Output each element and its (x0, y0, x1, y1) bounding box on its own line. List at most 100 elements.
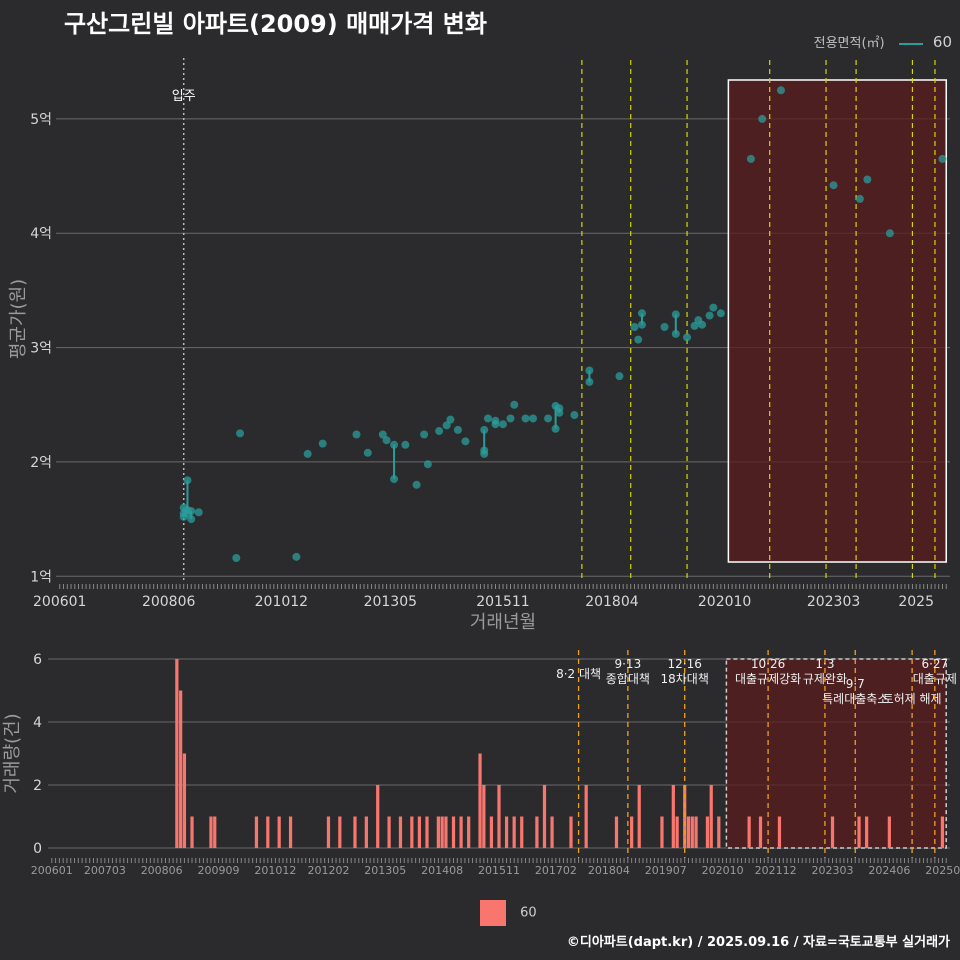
legend-swatch-icon (480, 900, 506, 926)
x-tick-label: 201305 (364, 864, 406, 877)
volume-bar (709, 785, 713, 848)
data-point (420, 430, 429, 439)
y-axis-title: 거래량(건) (2, 713, 23, 793)
y-tick-label: 2 (33, 778, 42, 794)
volume-bar (535, 816, 539, 848)
volume-bar (376, 785, 380, 848)
data-point (303, 449, 312, 458)
y-tick-label: 5억 (30, 112, 52, 128)
x-tick-label: 201305 (364, 594, 417, 610)
data-point (363, 448, 372, 457)
x-tick-label: 201804 (588, 864, 630, 877)
x-tick-label: 202303 (812, 864, 854, 877)
data-point (705, 311, 714, 320)
data-point (401, 440, 410, 449)
volume-bar (758, 816, 763, 848)
data-point (615, 372, 624, 381)
data-point (570, 411, 579, 420)
x-tick-label: 200909 (198, 864, 240, 877)
x-tick-label: 200806 (141, 864, 183, 877)
volume-bar (694, 816, 698, 848)
data-point (671, 329, 680, 338)
policy-label: 특례대출축소 (822, 692, 888, 706)
data-point (529, 414, 538, 423)
volume-bar (478, 753, 482, 848)
data-point (510, 400, 519, 409)
policy-label: 종합대책 (606, 671, 650, 686)
volume-bar (675, 816, 679, 848)
legend-area: 전용면적(㎡) 60 (814, 32, 952, 51)
data-point (555, 404, 564, 413)
volume-bar (467, 816, 471, 848)
policy-label: 18차대책 (661, 671, 709, 686)
x-tick-label: 200601 (33, 594, 86, 610)
data-point (683, 333, 692, 342)
x-tick-label: 202010 (698, 594, 751, 610)
data-point (709, 303, 718, 312)
volume-bar (190, 816, 194, 848)
volume-bar (542, 785, 547, 848)
data-point (499, 420, 507, 429)
volume-bar (614, 816, 619, 848)
x-tick-label: 201511 (478, 864, 520, 877)
y-tick-label: 4억 (30, 226, 52, 242)
data-point (423, 460, 432, 469)
policy-label: 9·7 (846, 677, 865, 691)
volume-bar (326, 816, 331, 848)
data-point (637, 320, 646, 329)
volume-bar (504, 816, 509, 848)
volume-bar (512, 816, 516, 848)
volume-bar (277, 816, 281, 848)
volume-bar (459, 816, 463, 848)
x-tick-label: 200806 (142, 594, 196, 610)
movein-annotation: 입주 (172, 89, 196, 104)
volume-bar (179, 690, 183, 848)
x-tick-label: 201012 (254, 864, 296, 877)
data-point (829, 181, 838, 190)
x-tick-label: 201012 (255, 594, 308, 610)
y-axis-title: 평균가(원) (8, 279, 29, 359)
volume-bar (857, 816, 861, 848)
volume-bar (584, 785, 588, 848)
volume-bar (353, 816, 357, 848)
volume-bar (865, 816, 869, 848)
data-point (412, 480, 421, 489)
y-tick-label: 0 (33, 841, 42, 857)
y-tick-label: 3억 (30, 341, 52, 357)
volume-bar (440, 816, 444, 848)
volume-bar (417, 816, 422, 848)
footer-credit: ©디아파트(dapt.kr) / 2025.09.16 / 자료=국토교통부 실… (566, 935, 950, 950)
data-point (382, 436, 391, 445)
data-point (390, 475, 399, 484)
x-tick-label: 200703 (84, 864, 126, 877)
highlight-region (727, 79, 947, 563)
x-tick-label: 202303 (807, 594, 860, 610)
legend-title: 전용면적(㎡) (813, 36, 885, 51)
volume-bar (690, 816, 694, 848)
legend-label: 60 (932, 33, 952, 51)
policy-label: 12·16 (668, 657, 702, 671)
x-tick-label: 201511 (476, 594, 529, 610)
data-point (690, 321, 699, 330)
volume-bar (410, 816, 414, 848)
x-tick-label: 201408 (421, 864, 463, 877)
volume-bar (425, 816, 429, 848)
volume-bar (444, 816, 448, 848)
data-point (390, 440, 399, 449)
data-point (183, 476, 192, 485)
data-point (378, 430, 387, 439)
data-point (746, 154, 755, 163)
data-point (446, 415, 455, 424)
data-point (318, 439, 327, 448)
volume-bar (660, 816, 664, 848)
volume-bar (482, 785, 486, 848)
volume-bar (451, 816, 456, 848)
data-point (671, 310, 680, 319)
volume-bar (520, 816, 524, 848)
policy-label: 9·13 (614, 657, 641, 671)
data-point (292, 552, 301, 561)
volume-bar (830, 816, 835, 848)
x-tick-label: 202509 (925, 864, 960, 877)
data-point (776, 86, 785, 95)
